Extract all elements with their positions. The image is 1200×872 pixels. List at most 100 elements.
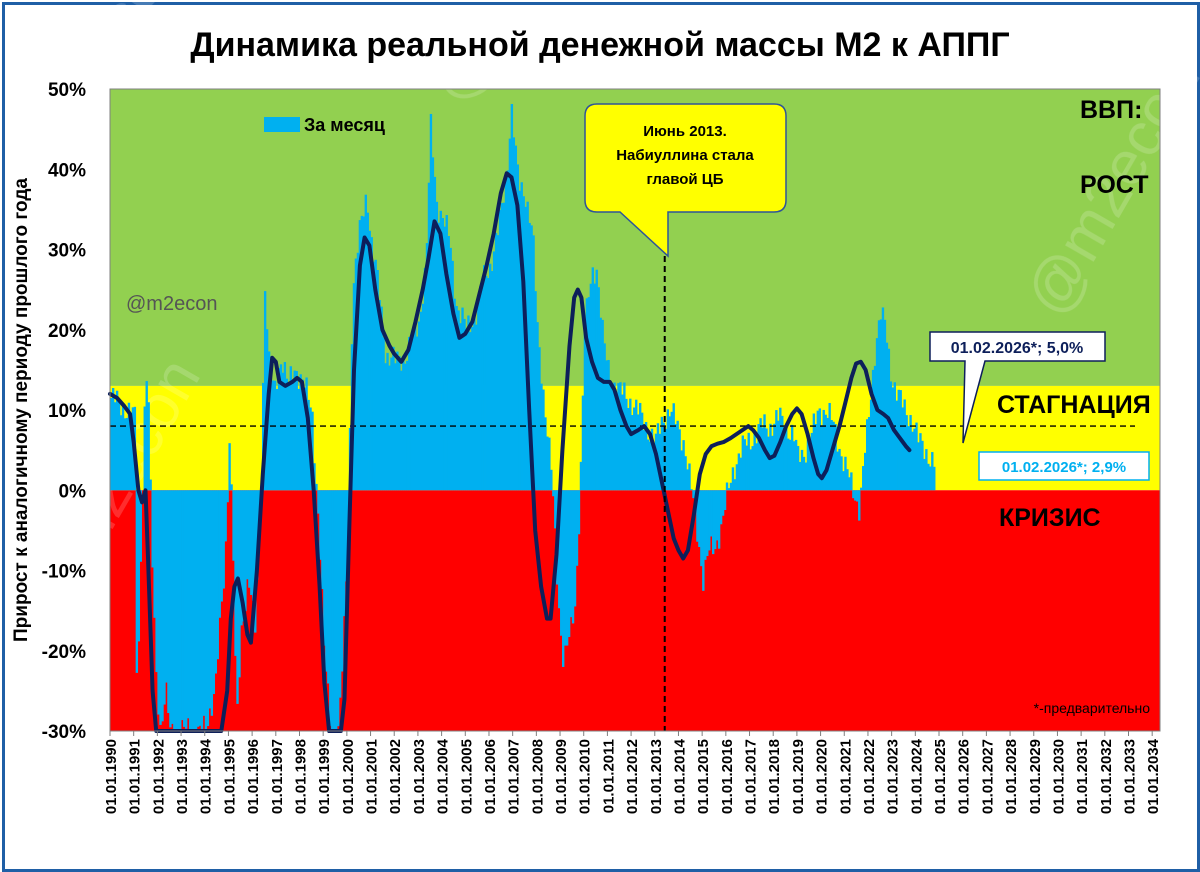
bar xyxy=(317,490,320,514)
bar xyxy=(475,324,478,491)
bar xyxy=(254,490,257,633)
bar xyxy=(510,103,514,491)
bar xyxy=(485,275,488,491)
bar xyxy=(336,490,340,727)
bar xyxy=(319,490,322,560)
bar xyxy=(573,490,577,607)
bar xyxy=(745,445,748,491)
bar xyxy=(783,433,786,491)
bar xyxy=(435,201,439,491)
bar xyxy=(123,418,127,491)
bar xyxy=(532,235,535,491)
bar xyxy=(627,407,630,491)
bar xyxy=(439,210,443,491)
x-tick-label: 01.01.2019 xyxy=(790,739,807,814)
bar xyxy=(206,490,210,727)
bar xyxy=(881,307,885,491)
bar xyxy=(335,490,338,731)
legend-swatch xyxy=(264,117,300,132)
y-tick-label: 0% xyxy=(59,481,87,502)
bar xyxy=(931,452,934,491)
bar xyxy=(289,366,292,491)
bar xyxy=(173,490,176,731)
bar xyxy=(297,388,300,491)
bar xyxy=(427,182,431,491)
y-tick-label: -30% xyxy=(42,722,86,743)
bar xyxy=(220,490,223,602)
bar xyxy=(597,287,600,491)
bar xyxy=(804,462,808,491)
bar xyxy=(820,425,823,491)
bar xyxy=(751,446,754,491)
bar xyxy=(563,490,567,646)
bar xyxy=(806,439,810,491)
bar xyxy=(137,490,141,642)
bar xyxy=(603,343,606,491)
bar xyxy=(248,490,251,588)
bar xyxy=(779,407,782,491)
bar xyxy=(909,415,912,491)
bar xyxy=(151,490,154,568)
bar xyxy=(273,380,277,491)
bar xyxy=(457,310,460,491)
bar xyxy=(755,443,758,491)
bar xyxy=(392,346,395,491)
bar xyxy=(862,466,865,491)
bar xyxy=(785,423,788,491)
bar xyxy=(159,490,162,725)
bar xyxy=(504,178,508,491)
bar xyxy=(528,222,531,491)
bar xyxy=(433,176,437,491)
bar xyxy=(591,267,594,491)
bar xyxy=(796,445,800,491)
bar xyxy=(344,490,348,582)
bar xyxy=(905,415,908,491)
bar xyxy=(147,402,150,491)
bar xyxy=(267,351,271,491)
bar xyxy=(619,382,622,491)
bar xyxy=(331,490,334,731)
bar xyxy=(406,360,409,491)
bar xyxy=(808,443,812,491)
x-tick-label: 01.01.2006 xyxy=(482,739,499,814)
x-tick-label: 01.01.2009 xyxy=(553,739,570,814)
bar xyxy=(668,416,671,491)
bar xyxy=(171,490,174,724)
x-tick-label: 01.01.2018 xyxy=(766,739,783,814)
bar xyxy=(285,378,289,491)
bar xyxy=(404,363,407,491)
event-callout: Июнь 2013. Набиуллина стала главой ЦБ xyxy=(584,103,787,258)
bar xyxy=(487,278,490,491)
bar xyxy=(698,490,701,548)
annotation-monthly: 01.02.2026*; 2,9% xyxy=(978,451,1150,481)
bar xyxy=(224,490,227,542)
bar xyxy=(875,338,879,491)
bar xyxy=(753,433,756,491)
bar xyxy=(453,298,456,491)
bar xyxy=(125,417,129,491)
bar xyxy=(277,368,281,491)
event-label-line: Июнь 2013. xyxy=(643,123,727,140)
bar xyxy=(842,471,845,491)
bar xyxy=(877,320,881,491)
bar xyxy=(581,395,585,491)
bar xyxy=(506,170,510,491)
bar xyxy=(858,490,861,521)
bar xyxy=(552,490,555,497)
bar xyxy=(402,355,405,491)
bar xyxy=(163,490,166,705)
x-tick-label: 01.01.2027 xyxy=(979,739,996,814)
bar xyxy=(735,464,739,491)
bar xyxy=(560,490,563,636)
bar xyxy=(666,409,669,491)
bar xyxy=(717,490,721,549)
bar xyxy=(613,382,616,491)
bar xyxy=(889,381,893,491)
bar xyxy=(169,490,172,728)
bar xyxy=(670,411,673,491)
bar xyxy=(417,321,421,491)
bar xyxy=(496,235,500,491)
bar xyxy=(514,145,518,491)
bar xyxy=(179,490,182,731)
bar xyxy=(844,456,847,491)
